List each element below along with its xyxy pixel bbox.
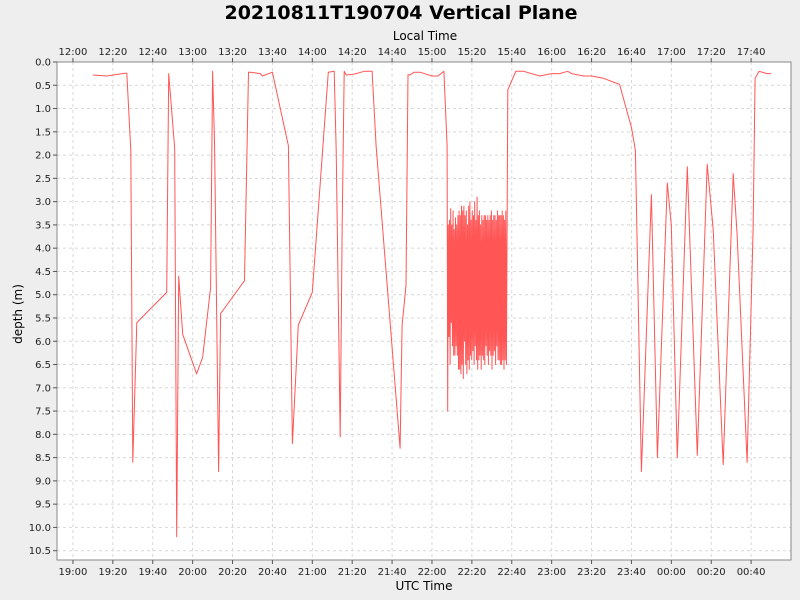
y-tick-label: 6.0 bbox=[35, 337, 51, 348]
y-tick-label: 6.5 bbox=[35, 360, 51, 371]
x-top-tick-label: 16:00 bbox=[537, 47, 566, 58]
x-tick-label: 19:00 bbox=[59, 567, 88, 578]
x-tick-label: 21:20 bbox=[338, 567, 367, 578]
y-tick-label: 4.0 bbox=[35, 244, 51, 255]
y-tick-label: 10.5 bbox=[29, 546, 51, 557]
x-top-tick-label: 17:20 bbox=[697, 47, 726, 58]
x-tick-label: 20:00 bbox=[178, 567, 207, 578]
y-tick-label: 9.5 bbox=[35, 500, 51, 511]
x-top-tick-label: 17:40 bbox=[737, 47, 766, 58]
x-top-tick-label: 13:00 bbox=[178, 47, 207, 58]
y-tick-label: 2.5 bbox=[35, 174, 51, 185]
y-tick-label: 8.0 bbox=[35, 430, 51, 441]
x-top-tick-label: 16:20 bbox=[577, 47, 606, 58]
top-axis-title: Local Time bbox=[393, 29, 457, 43]
x-tick-label: 21:00 bbox=[298, 567, 327, 578]
x-top-tick-label: 15:20 bbox=[457, 47, 486, 58]
y-axis: 0.0 0.5 1.0 1.5 2.0 2.5 3.0 3.5 4.0 4.5 5.0 5.5 6.0 6… bbox=[29, 58, 57, 557]
y-tick-label: 3.5 bbox=[35, 220, 51, 231]
x-tick-label: 20:40 bbox=[258, 567, 287, 578]
x-tick-label: 19:20 bbox=[98, 567, 127, 578]
series-layer bbox=[92, 70, 772, 538]
y-tick-label: 5.5 bbox=[35, 313, 51, 324]
x-top-tick-label: 13:20 bbox=[218, 47, 247, 58]
y-tick-label: 4.5 bbox=[35, 267, 51, 278]
y-tick-label: 8.5 bbox=[35, 453, 51, 464]
x-tick-label: 20:20 bbox=[218, 567, 247, 578]
y-tick-label: 0.0 bbox=[35, 58, 51, 69]
x-top-tick-label: 12:40 bbox=[138, 47, 167, 58]
x-top-tick-label: 12:00 bbox=[59, 47, 88, 58]
x-tick-label: 23:00 bbox=[537, 567, 566, 578]
y-tick-label: 1.0 bbox=[35, 104, 51, 115]
x-axis-top: 12:00 12:20 12:40 13:00 13:20 13:40 14:00 14:20… bbox=[59, 47, 766, 62]
chart-title: 20210811T190704 Vertical Plane bbox=[224, 2, 577, 24]
x-tick-label: 22:00 bbox=[418, 567, 447, 578]
y-axis-title: depth (m) bbox=[11, 284, 25, 344]
x-tick-label: 23:40 bbox=[617, 567, 646, 578]
x-top-tick-label: 14:00 bbox=[298, 47, 327, 58]
x-tick-label: 00:40 bbox=[737, 567, 766, 578]
plot-area bbox=[57, 62, 791, 560]
y-tick-label: 0.5 bbox=[35, 81, 51, 92]
y-tick-label: 10.0 bbox=[29, 523, 51, 534]
x-tick-label: 21:40 bbox=[378, 567, 407, 578]
x-tick-label: 22:20 bbox=[457, 567, 486, 578]
x-top-tick-label: 17:00 bbox=[657, 47, 686, 58]
x-axis-title: UTC Time bbox=[396, 579, 453, 593]
plot-frame bbox=[56, 61, 792, 561]
y-tick-label: 5.0 bbox=[35, 290, 51, 301]
x-top-tick-label: 15:00 bbox=[418, 47, 447, 58]
y-tick-label: 7.0 bbox=[35, 383, 51, 394]
x-top-tick-label: 15:40 bbox=[497, 47, 526, 58]
depth-series-line bbox=[92, 70, 772, 538]
x-top-tick-label: 12:20 bbox=[98, 47, 127, 58]
x-top-tick-label: 13:40 bbox=[258, 47, 287, 58]
x-top-tick-label: 14:20 bbox=[338, 47, 367, 58]
x-tick-label: 19:40 bbox=[138, 567, 167, 578]
x-top-tick-label: 14:40 bbox=[378, 47, 407, 58]
y-tick-label: 7.5 bbox=[35, 407, 51, 418]
y-tick-label: 3.0 bbox=[35, 197, 51, 208]
x-tick-label: 00:00 bbox=[657, 567, 686, 578]
y-tick-label: 9.0 bbox=[35, 476, 51, 487]
x-tick-label: 23:20 bbox=[577, 567, 606, 578]
x-tick-label: 22:40 bbox=[497, 567, 526, 578]
x-axis-bottom: 19:00 19:20 19:40 20:00 20:20 20:40 21:00 21:20… bbox=[59, 560, 766, 578]
y-tick-label: 2.0 bbox=[35, 151, 51, 162]
x-top-tick-label: 16:40 bbox=[617, 47, 646, 58]
x-tick-label: 00:20 bbox=[697, 567, 726, 578]
y-tick-label: 1.5 bbox=[35, 127, 51, 138]
